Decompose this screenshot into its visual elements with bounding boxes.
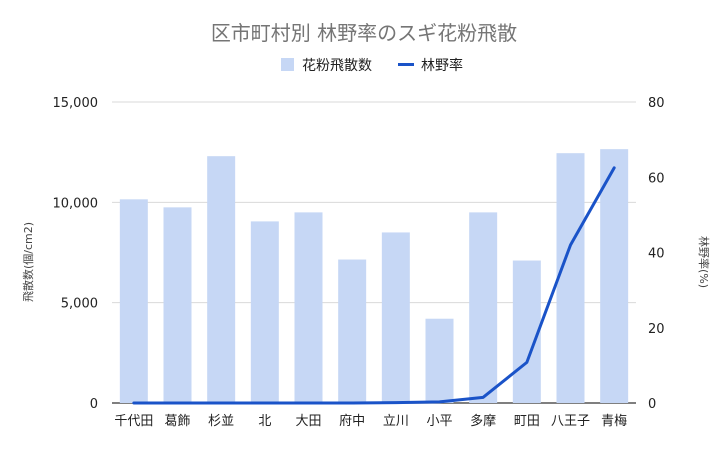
right-axis: 0 20 40 60 80	[648, 96, 665, 412]
category-label: 大田	[295, 414, 321, 429]
bar	[512, 260, 541, 403]
category-label: 千代田	[114, 414, 153, 429]
bar	[338, 259, 367, 403]
bar	[469, 212, 498, 403]
category-label: 杉並	[208, 414, 234, 429]
left-tick-label: 15,000	[53, 96, 99, 111]
right-tick-label: 80	[648, 96, 665, 111]
right-axis-title: 林野率(%)	[697, 236, 711, 288]
category-label: 葛飾	[164, 414, 190, 429]
bar	[119, 199, 148, 403]
category-label: 八王子	[551, 414, 590, 429]
bar	[556, 153, 585, 403]
legend-label-line: 林野率	[421, 57, 463, 74]
left-axis-title: 飛散数(個/cm2)	[21, 222, 35, 302]
left-tick-label: 0	[90, 397, 98, 412]
bar	[600, 149, 629, 403]
left-tick-label: 10,000	[53, 196, 99, 211]
left-tick-label: 5,000	[61, 297, 98, 312]
x-axis: 千代田 葛飾 杉並 北 大田 府中 立川 小平 多摩 町田 八王子 青梅	[114, 413, 627, 429]
bar	[250, 221, 279, 403]
category-label: 立川	[383, 414, 409, 429]
bar	[425, 318, 454, 403]
category-label: 府中	[339, 414, 365, 429]
right-tick-label: 20	[648, 322, 665, 337]
category-label: 多摩	[470, 413, 496, 429]
legend: 花粉飛散数 林野率	[281, 57, 463, 74]
line-series	[132, 166, 616, 405]
series-line	[132, 166, 616, 405]
bar-series	[119, 149, 629, 403]
bar	[163, 207, 192, 403]
right-tick-label: 0	[648, 397, 656, 412]
bar	[381, 232, 410, 403]
legend-swatch-bar	[281, 58, 294, 71]
bar	[294, 212, 323, 403]
category-label: 北	[258, 414, 271, 429]
left-axis: 0 5,000 10,000 15,000	[53, 96, 99, 412]
category-label: 青梅	[601, 414, 627, 429]
legend-label-bar: 花粉飛散数	[302, 58, 372, 74]
category-label: 町田	[514, 414, 540, 429]
right-tick-label: 40	[648, 247, 665, 262]
chart-title: 区市町村別 林野率のスギ花粉飛散	[211, 21, 517, 45]
bar	[207, 156, 236, 403]
right-tick-label: 60	[648, 171, 665, 186]
category-label: 小平	[426, 414, 452, 429]
